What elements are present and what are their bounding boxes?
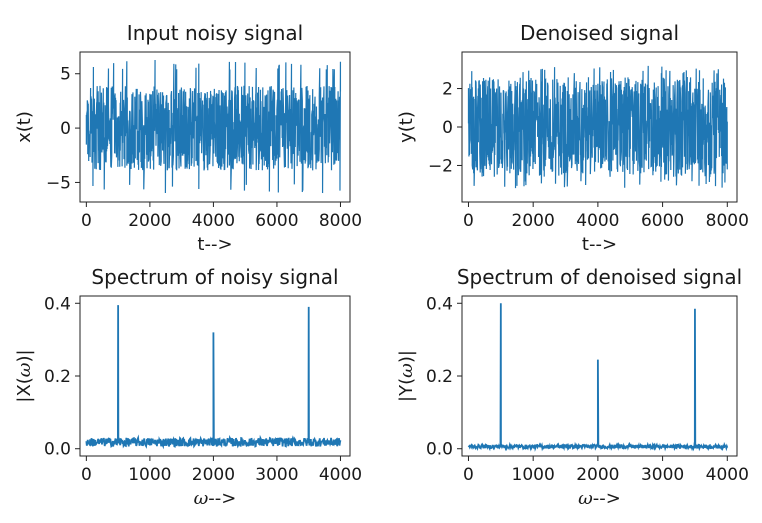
x-tick-label: 4000 (706, 465, 749, 485)
series-line (85, 60, 342, 194)
y-tick-label: 0.2 (426, 367, 453, 387)
y-tick-label: 0 (442, 118, 453, 138)
x-axis-label: ω--> (194, 488, 237, 509)
x-tick-label: 8000 (706, 211, 749, 231)
subplot-2: Denoised signal 0 2000 4000 6000 8000 −2 0 2 t-->… (396, 21, 749, 255)
subplot-4: Spectrum of denoised signal 0 1000 2000 3000… (396, 265, 749, 509)
y-tick-label: −5 (46, 173, 71, 193)
subplot-3: Spectrum of noisy signal 0 1000 2000 3000 400… (14, 265, 362, 509)
x-tick-label: 1000 (512, 465, 555, 485)
x-tick-label: 4000 (576, 211, 619, 231)
x-axis-label: ω--> (578, 488, 621, 509)
y-tick-label: 0 (60, 119, 71, 139)
y-axis-label-suffix: )| (396, 350, 417, 363)
x-tick-label: 6000 (641, 211, 684, 231)
series-line (467, 303, 729, 452)
x-tick-label: 0 (463, 465, 474, 485)
y-tick-label: 0.4 (426, 294, 453, 314)
y-axis-label-symbol: ω (396, 363, 417, 378)
x-tick-label: 0 (463, 211, 474, 231)
y-axis-label: |Y(ω)| (396, 350, 417, 402)
x-tick-label: 4000 (192, 211, 235, 231)
x-tick-label: 2000 (576, 465, 619, 485)
y-tick-label: 0.0 (44, 440, 71, 460)
x-tick-label: 6000 (255, 211, 298, 231)
axes-frame (79, 51, 351, 203)
x-tick-label: 0 (81, 211, 92, 231)
x-tick-label: 0 (81, 465, 92, 485)
x-tick-label: 3000 (255, 465, 298, 485)
y-axis-label: |X(ω)| (14, 349, 35, 402)
subplot-title: Spectrum of noisy signal (91, 265, 338, 289)
y-axis-label-suffix: )| (14, 349, 35, 362)
y-axis-label-prefix: |Y( (396, 378, 417, 402)
y-tick-label: 0.0 (426, 440, 453, 460)
y-tick-label: 2 (442, 80, 453, 100)
y-axis-label: y(t) (396, 111, 417, 143)
x-tick-label: 1000 (128, 465, 171, 485)
y-tick-label: 0.4 (44, 294, 71, 314)
subplot-1: Input noisy signal 0 2000 4000 6000 8000 −5 0 5 t… (14, 21, 362, 255)
x-tick-label: 8000 (319, 211, 362, 231)
x-axis-label: t--> (197, 234, 232, 255)
x-axis-label-symbol: ω (194, 488, 209, 509)
series-line (85, 305, 342, 450)
y-axis-label-prefix: |X( (14, 377, 35, 402)
x-tick-label: 2000 (128, 211, 171, 231)
x-tick-label: 2000 (512, 211, 555, 231)
y-axis-label-symbol: ω (14, 362, 35, 377)
y-tick-label: −2 (428, 156, 453, 176)
x-axis-label-arrow: --> (208, 488, 236, 509)
subplot-title: Spectrum of denoised signal (457, 265, 742, 289)
y-tick-label: 0.2 (44, 367, 71, 387)
subplot-title: Denoised signal (520, 21, 679, 45)
x-axis-label-arrow: --> (593, 488, 621, 509)
x-axis-label-symbol: ω (578, 488, 593, 509)
x-tick-label: 2000 (192, 465, 235, 485)
subplot-title: Input noisy signal (127, 21, 303, 45)
x-axis-label: t--> (582, 234, 617, 255)
y-axis-label: x(t) (14, 111, 35, 143)
series-line (467, 65, 728, 189)
x-tick-label: 3000 (641, 465, 684, 485)
x-tick-label: 4000 (319, 465, 362, 485)
y-tick-label: 5 (60, 65, 71, 85)
